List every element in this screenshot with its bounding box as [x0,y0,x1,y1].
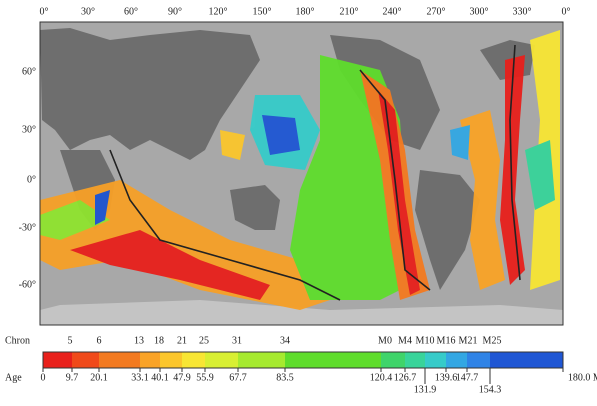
chron-label: 25 [199,335,209,346]
plate-boundaries [109,44,521,301]
color-segment [490,352,563,368]
age-label: 67.7 [229,372,247,383]
chron-label: 5 [68,335,73,346]
color-segment [238,352,285,368]
age-label: 40.1 [151,372,169,383]
age-title: Age [5,372,22,383]
color-segment [205,352,238,368]
chron-label: M25 [483,335,502,346]
color-segment [99,352,140,368]
longitude-label: 270° [427,6,446,17]
chron-label: M0 [378,335,392,346]
chron-label: 13 [134,335,144,346]
map [39,21,564,326]
color-segment [160,352,182,368]
chron-label: 34 [280,335,290,346]
longitude-label: 0° [562,6,571,17]
color-segment [405,352,425,368]
map-frame [39,21,564,326]
longitude-label: 0° [40,6,49,17]
chron-label: M4 [398,335,412,346]
age-label: 147.7 [456,372,479,383]
age-label: 9.7 [66,372,79,383]
chron-label: M16 [437,335,456,346]
longitude-label: 300° [470,6,489,17]
age-label: 139.6 [435,372,458,383]
age-label: 126.7 [394,372,417,383]
chron-label: 31 [232,335,242,346]
chron-label: M10 [416,335,435,346]
age-label: 180.0 Ma [568,372,597,383]
chron-title: Chron [5,335,30,346]
color-segment [72,352,99,368]
latitude-label: 30° [22,124,36,135]
color-bar-frame [42,351,564,369]
chron-label: M21 [459,335,478,346]
longitude-label: 120° [209,6,228,17]
color-segment [43,352,72,368]
color-segment [425,352,446,368]
age-label: 131.9 [414,384,437,395]
longitude-label: 330° [513,6,532,17]
color-segment [285,352,381,368]
color-segment [182,352,205,368]
color-segment [140,352,160,368]
age-label: 47.9 [173,372,191,383]
age-label: 33.1 [131,372,149,383]
age-label: 83.5 [276,372,294,383]
longitude-label: 240° [383,6,402,17]
longitude-label: 180° [296,6,315,17]
latitude-label: 0° [27,174,36,185]
chron-label: 18 [154,335,164,346]
age-label: 55.9 [196,372,214,383]
continents [40,28,563,325]
longitude-label: 30° [81,6,95,17]
latitude-label: 60° [22,66,36,77]
color-segment [381,352,405,368]
age-label: 120.4 [370,372,393,383]
longitude-label: 60° [124,6,138,17]
latitude-label: -60° [19,279,36,290]
latitude-label: -30° [19,222,36,233]
longitude-label: 150° [253,6,272,17]
age-label: 20.1 [90,372,108,383]
longitude-label: 90° [168,6,182,17]
longitude-label: 210° [340,6,359,17]
age-label: 154.3 [479,384,502,395]
age-label: 0 [41,372,46,383]
color-segment [446,352,467,368]
chron-label: 6 [97,335,102,346]
color-segment [467,352,490,368]
chron-label: 21 [177,335,187,346]
